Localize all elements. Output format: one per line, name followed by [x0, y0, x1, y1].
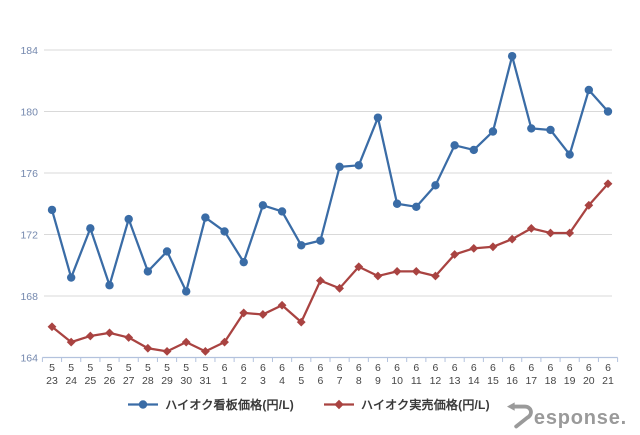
- legend-marker-circle-icon: [128, 400, 159, 409]
- svg-text:5: 5: [164, 362, 170, 374]
- svg-text:6: 6: [509, 362, 515, 374]
- svg-text:6: 6: [433, 362, 439, 374]
- svg-text:9: 9: [375, 375, 381, 387]
- svg-text:6: 6: [548, 362, 554, 374]
- svg-text:3: 3: [260, 375, 266, 387]
- svg-text:180: 180: [20, 106, 38, 118]
- svg-text:6: 6: [260, 362, 266, 374]
- svg-text:2: 2: [241, 375, 247, 387]
- svg-text:14: 14: [468, 375, 480, 387]
- svg-text:6: 6: [490, 362, 496, 374]
- svg-text:5: 5: [183, 362, 189, 374]
- svg-text:5: 5: [49, 362, 55, 374]
- svg-text:5: 5: [145, 362, 151, 374]
- svg-text:6: 6: [222, 362, 228, 374]
- legend-marker-diamond-icon: [324, 399, 354, 410]
- svg-text:5: 5: [298, 375, 304, 387]
- watermark-text: esponse.: [533, 407, 627, 429]
- svg-text:16: 16: [506, 375, 518, 387]
- svg-text:6: 6: [317, 375, 323, 387]
- svg-text:23: 23: [46, 375, 58, 387]
- svg-text:6: 6: [471, 362, 477, 374]
- legend-item-signboard-price: ハイオク看板価格(円/L): [128, 396, 294, 413]
- svg-text:172: 172: [20, 229, 38, 241]
- svg-text:20: 20: [583, 375, 595, 387]
- svg-text:24: 24: [65, 375, 77, 387]
- svg-text:10: 10: [391, 375, 403, 387]
- svg-text:164: 164: [20, 352, 38, 364]
- svg-text:21: 21: [602, 375, 614, 387]
- svg-text:5: 5: [126, 362, 132, 374]
- svg-text:6: 6: [241, 362, 247, 374]
- svg-text:6: 6: [298, 362, 304, 374]
- svg-text:176: 176: [20, 168, 38, 180]
- svg-text:19: 19: [564, 375, 576, 387]
- svg-text:6: 6: [394, 362, 400, 374]
- legend-item-actual-price: ハイオク実売価格(円/L): [324, 396, 490, 413]
- svg-text:6: 6: [452, 362, 458, 374]
- svg-text:15: 15: [487, 375, 499, 387]
- response-watermark: esponse.: [506, 401, 627, 429]
- svg-text:13: 13: [449, 375, 461, 387]
- svg-text:27: 27: [123, 375, 135, 387]
- svg-text:12: 12: [430, 375, 442, 387]
- svg-text:31: 31: [200, 375, 212, 387]
- svg-text:6: 6: [279, 362, 285, 374]
- svg-text:25: 25: [85, 375, 97, 387]
- svg-text:5: 5: [87, 362, 93, 374]
- chart-legend: ハイオク看板価格(円/L) ハイオク実売価格(円/L): [0, 396, 629, 413]
- svg-text:6: 6: [605, 362, 611, 374]
- svg-text:4: 4: [279, 375, 285, 387]
- svg-text:6: 6: [413, 362, 419, 374]
- svg-text:5: 5: [68, 362, 74, 374]
- svg-text:26: 26: [104, 375, 116, 387]
- svg-text:5: 5: [202, 362, 208, 374]
- svg-text:11: 11: [411, 375, 422, 387]
- legend-label-actual-price: ハイオク実売価格(円/L): [361, 398, 490, 412]
- legend-label-signboard-price: ハイオク看板価格(円/L): [165, 398, 294, 412]
- svg-text:18: 18: [545, 375, 557, 387]
- svg-text:28: 28: [142, 375, 154, 387]
- svg-text:30: 30: [180, 375, 192, 387]
- svg-text:5: 5: [107, 362, 113, 374]
- svg-text:8: 8: [356, 375, 362, 387]
- svg-text:6: 6: [337, 362, 343, 374]
- svg-text:6: 6: [356, 362, 362, 374]
- svg-text:6: 6: [375, 362, 381, 374]
- svg-text:184: 184: [20, 45, 38, 57]
- svg-text:7: 7: [337, 375, 343, 387]
- svg-text:17: 17: [525, 375, 537, 387]
- svg-text:6: 6: [317, 362, 323, 374]
- response-logo-r-icon: [506, 402, 533, 429]
- svg-text:6: 6: [567, 362, 573, 374]
- svg-text:29: 29: [161, 375, 173, 387]
- svg-text:168: 168: [20, 291, 38, 303]
- svg-text:6: 6: [528, 362, 534, 374]
- svg-text:1: 1: [222, 375, 228, 387]
- svg-text:6: 6: [586, 362, 592, 374]
